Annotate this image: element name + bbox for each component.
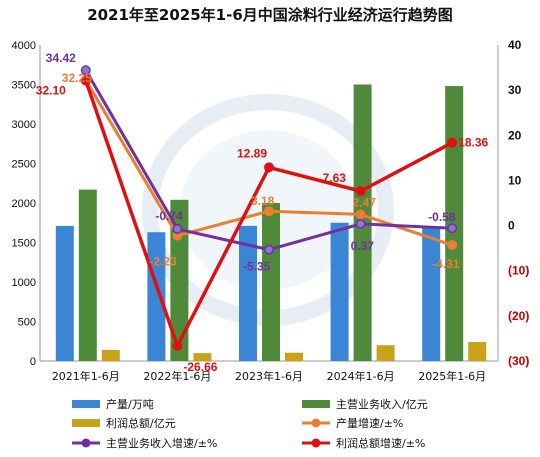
bar-profit — [193, 353, 212, 361]
bars — [55, 84, 487, 361]
left-tick-label: 2500 — [12, 159, 36, 171]
point-profit-growth — [264, 162, 274, 173]
label-profit-growth: 7.63 — [323, 171, 347, 185]
bar-revenue — [78, 189, 97, 361]
label-production-growth: -4.31 — [432, 257, 460, 271]
bar-production — [330, 222, 349, 361]
right-tick-label: 20 — [508, 128, 522, 142]
bar-production — [422, 226, 441, 361]
right-tick-label: (30) — [508, 354, 529, 368]
bar-revenue — [262, 203, 280, 361]
chart-title: 2021年至2025年1-6月中国涂料行业经济运行趋势图 — [87, 6, 453, 24]
label-revenue-growth: 0.37 — [351, 239, 375, 253]
legend-profit-label: 利润总额/亿元 — [106, 416, 176, 430]
legend-revenue-growth-label: 主营业务收入增速/±% — [106, 436, 217, 450]
legend-profit-swatch — [72, 419, 100, 427]
point-revenue-growth — [80, 65, 91, 76]
label-revenue-growth: -0.74 — [155, 209, 183, 223]
bar-production — [239, 225, 257, 361]
bar-profit — [376, 345, 395, 361]
legend-revenue-label: 主营业务收入/亿元 — [336, 397, 428, 411]
right-tick-label: 30 — [508, 83, 522, 97]
right-tick-label: 10 — [508, 173, 522, 187]
label-production-growth: -2.23 — [149, 255, 177, 269]
point-profit-growth — [172, 340, 183, 351]
bar-profit — [101, 349, 120, 361]
label-production-growth: 32.25 — [62, 71, 92, 85]
bar-profit — [468, 342, 487, 361]
point-profit-growth — [80, 75, 91, 86]
x-tick-label: 2024年1-6月 — [327, 369, 395, 383]
bar-revenue — [170, 199, 189, 361]
point-profit-growth — [355, 186, 366, 197]
label-production-growth: 2.47 — [353, 195, 377, 209]
label-revenue-growth: -5.35 — [243, 260, 271, 274]
left-tick-label: 3500 — [12, 80, 36, 92]
point-production-growth — [447, 240, 458, 250]
bar-profit — [285, 352, 303, 361]
point-revenue-growth — [264, 244, 274, 255]
legend-profit-growth-marker — [311, 438, 321, 448]
label-profit-growth: 32.10 — [36, 84, 66, 98]
left-tick-label: 2000 — [12, 198, 36, 210]
left-tick-label: 4000 — [12, 40, 36, 52]
right-tick-label: (10) — [508, 264, 529, 278]
point-production-growth — [355, 209, 366, 220]
legend-production-growth-label: 产量增速/±% — [336, 416, 403, 430]
legend-production-swatch — [72, 400, 100, 408]
point-profit-growth — [447, 137, 458, 148]
right-tick-label: 40 — [508, 38, 522, 52]
bar-production — [147, 232, 166, 361]
bar-production — [55, 225, 74, 361]
left-tick-label: 1000 — [12, 277, 36, 289]
point-revenue-growth — [172, 223, 183, 234]
x-tick-label: 2025年1-6月 — [418, 369, 486, 383]
legend-production-growth-marker — [311, 418, 321, 428]
legend-profit-growth-label: 利润总额增速/±% — [336, 436, 425, 450]
right-tick-label: 0 — [508, 219, 515, 233]
x-tick-label: 2022年1-6月 — [143, 369, 211, 383]
lines — [80, 65, 458, 351]
left-tick-label: 500 — [18, 317, 36, 329]
label-profit-growth: 12.89 — [237, 146, 267, 160]
label-production-growth: 3.18 — [251, 194, 275, 208]
right-tick-label: (20) — [508, 309, 529, 323]
label-profit-growth: -26.66 — [183, 360, 217, 374]
point-revenue-growth — [355, 218, 366, 229]
left-tick-label: 0 — [30, 356, 36, 368]
bar-revenue — [445, 86, 464, 361]
x-tick-label: 2023年1-6月 — [235, 369, 303, 383]
left-tick-label: 3000 — [12, 119, 36, 131]
legend-revenue-swatch — [302, 400, 330, 408]
legend-revenue-growth-marker — [81, 438, 91, 448]
legend-production-label: 产量/万吨 — [106, 397, 154, 411]
label-revenue-growth: 34.42 — [46, 51, 76, 65]
label-revenue-growth: -0.58 — [428, 210, 456, 224]
data-labels: 32.25 -2.23 3.18 2.47 -4.31 34.42 -0.74 -5.35 0.… — [36, 51, 489, 374]
label-profit-growth: 18.36 — [458, 136, 488, 150]
x-tick-label: 2021年1-6月 — [52, 369, 120, 383]
left-tick-label: 1500 — [12, 238, 36, 250]
point-revenue-growth — [447, 223, 458, 234]
point-production-growth — [264, 206, 274, 217]
